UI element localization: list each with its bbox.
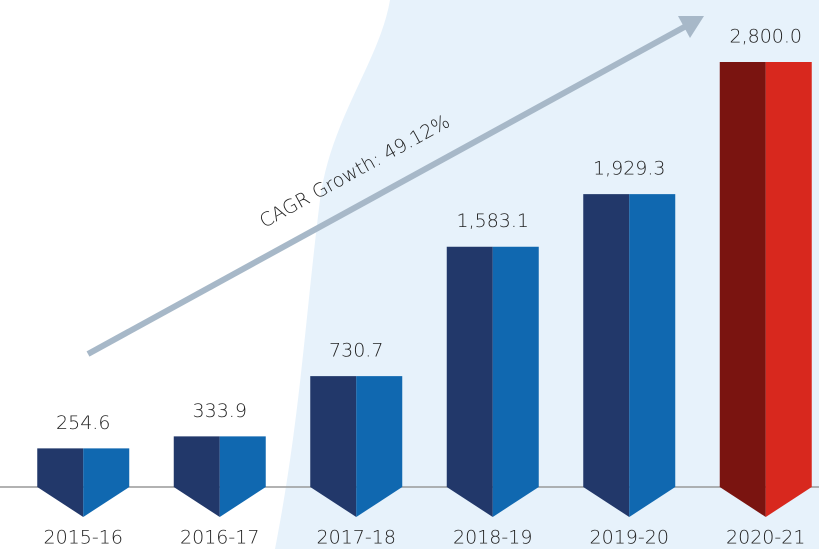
- bar: [629, 194, 676, 517]
- bar-shade: [310, 376, 357, 517]
- bar: [219, 436, 266, 517]
- bar: [356, 376, 403, 517]
- value-label: 1,929.3: [593, 158, 666, 180]
- x-tick-label: 2016-17: [180, 527, 259, 549]
- value-label: 254.6: [56, 412, 110, 434]
- x-tick-label: 2020-21: [726, 527, 805, 549]
- trend-arrow: [86, 22, 690, 357]
- arrow-head: [678, 16, 704, 38]
- background-shape: [275, 0, 819, 549]
- value-label: 1,583.1: [456, 210, 529, 232]
- value-label: 730.7: [329, 340, 383, 362]
- x-tick-label: 2015-16: [44, 527, 123, 549]
- value-label: 2,800.0: [729, 26, 802, 48]
- x-tick-label: 2018-19: [453, 527, 532, 549]
- bar-shade: [37, 448, 84, 517]
- bar-shade: [583, 194, 630, 517]
- bar-shade: [719, 62, 766, 517]
- x-tick-label: 2017-18: [317, 527, 396, 549]
- value-label: 333.9: [193, 400, 247, 422]
- bar-shade: [173, 436, 220, 517]
- bar: [765, 62, 812, 517]
- bar-shade: [446, 246, 493, 517]
- bar: [83, 448, 130, 517]
- x-tick-label: 2019-20: [590, 527, 669, 549]
- bar: [492, 246, 539, 517]
